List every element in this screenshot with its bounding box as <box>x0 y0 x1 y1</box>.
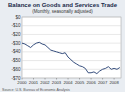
y-tick-label: -$40 <box>11 49 21 54</box>
series-group <box>22 42 120 73</box>
x-tick-label: 2004 <box>63 80 73 85</box>
grid-line <box>22 25 121 26</box>
grid-line <box>22 78 121 79</box>
grid-line <box>22 17 121 18</box>
x-tick-label: 2003 <box>52 80 62 85</box>
grid-line <box>22 69 121 70</box>
x-tick-label: 2008 <box>109 80 119 85</box>
chart: Balance on Goods and Services Trade(Mont… <box>0 0 125 92</box>
plot-area <box>22 17 121 78</box>
x-tick-label: 2007 <box>98 80 108 85</box>
grid-line <box>22 51 121 52</box>
y-tick-label: -$50 <box>11 58 21 63</box>
x-tick-label: 2001 <box>29 80 39 85</box>
y-tick-label: -$10 <box>11 23 21 28</box>
y-tick-label: $0 <box>15 15 21 20</box>
x-tick-label: 2006 <box>86 80 96 85</box>
y-tick-label: -$60 <box>11 67 21 72</box>
source-note: Source: U.S. Bureau of Economic Analysis <box>2 88 70 92</box>
series-line <box>22 42 120 73</box>
grid-line <box>22 34 121 35</box>
subtitle: (Monthly, seasonally adjusted) <box>32 9 93 14</box>
x-tick-label: 2002 <box>40 80 50 85</box>
y-tick-label: -$30 <box>11 41 21 46</box>
title: Balance on Goods and Services Trade <box>8 2 118 8</box>
x-tick-label: 2000 <box>17 80 27 85</box>
y-tick-label: -$20 <box>11 32 21 37</box>
x-tick-label: 2005 <box>75 80 85 85</box>
